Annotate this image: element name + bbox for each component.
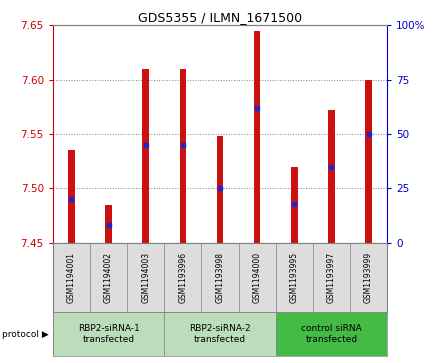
Bar [365, 80, 372, 243]
Bar [328, 110, 335, 243]
Bar [105, 205, 112, 243]
Text: protocol ▶: protocol ▶ [2, 330, 49, 339]
Text: GSM1193995: GSM1193995 [290, 252, 299, 303]
Bar [164, 312, 276, 356]
Text: RBP2-siRNA-2
transfected: RBP2-siRNA-2 transfected [189, 324, 251, 344]
Bar [216, 136, 224, 243]
Text: RBP2-siRNA-1
transfected: RBP2-siRNA-1 transfected [77, 324, 139, 344]
Bar [254, 31, 260, 243]
Text: GSM1193998: GSM1193998 [216, 252, 224, 303]
Bar [53, 312, 164, 356]
Text: GSM1194003: GSM1194003 [141, 252, 150, 303]
Text: GSM1194001: GSM1194001 [67, 252, 76, 303]
Text: GSM1193999: GSM1193999 [364, 252, 373, 303]
Bar [291, 167, 297, 243]
Text: GSM1193997: GSM1193997 [327, 252, 336, 303]
Bar [143, 69, 149, 243]
Bar [276, 312, 387, 356]
Text: control siRNA
transfected: control siRNA transfected [301, 324, 362, 344]
Text: GSM1193996: GSM1193996 [178, 252, 187, 303]
Bar [180, 69, 186, 243]
Text: GSM1194000: GSM1194000 [253, 252, 262, 303]
Text: GSM1194002: GSM1194002 [104, 252, 113, 303]
Title: GDS5355 / ILMN_1671500: GDS5355 / ILMN_1671500 [138, 11, 302, 24]
Bar [68, 150, 75, 243]
